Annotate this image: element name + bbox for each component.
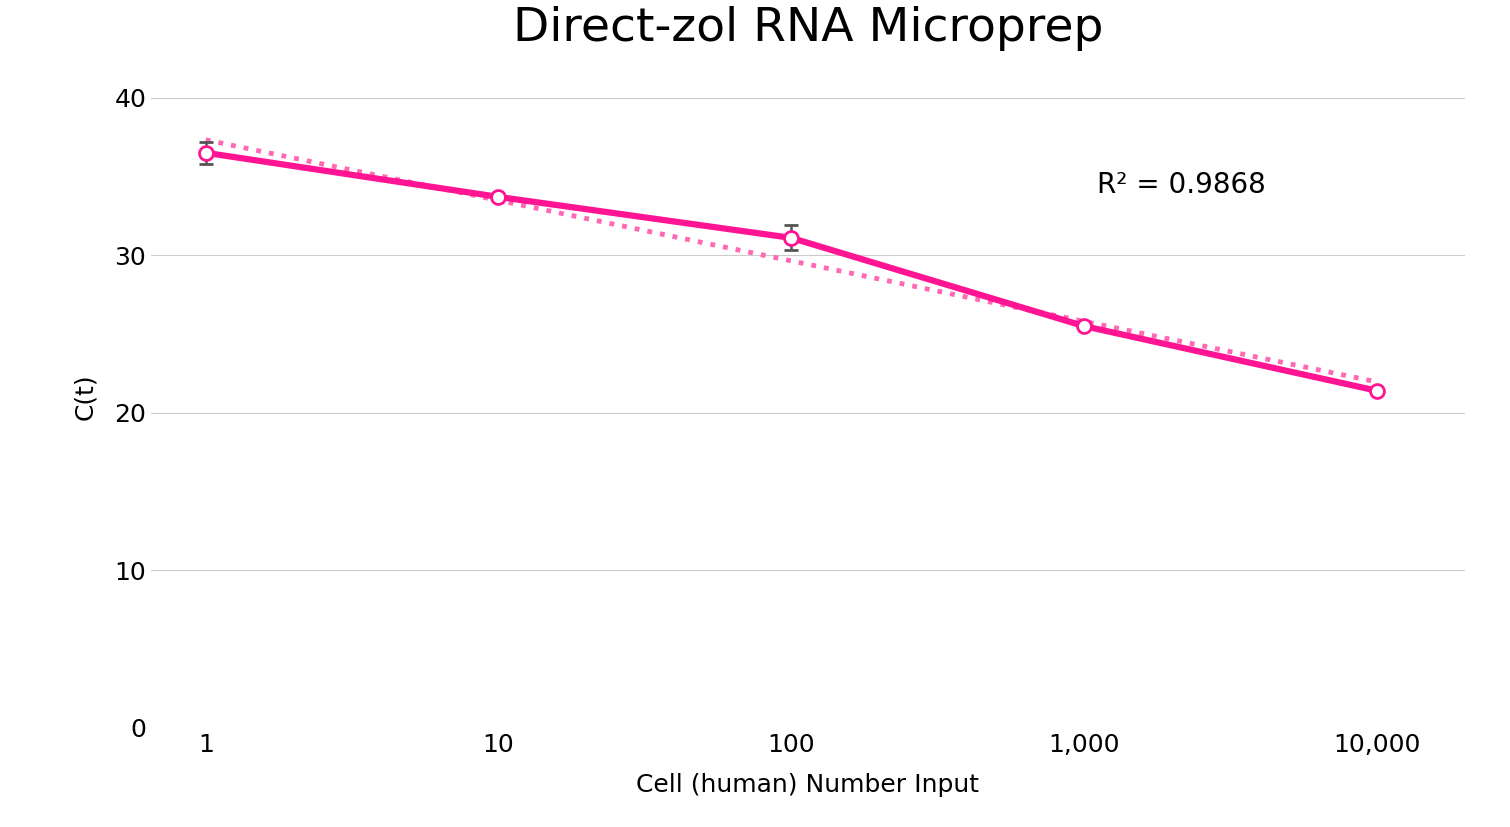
Y-axis label: C(t): C(t) [74,374,98,420]
Text: R² = 0.9868: R² = 0.9868 [1096,171,1265,199]
Title: Direct-zol RNA Microprep: Direct-zol RNA Microprep [512,6,1104,51]
X-axis label: Cell (human) Number Input: Cell (human) Number Input [636,773,980,797]
